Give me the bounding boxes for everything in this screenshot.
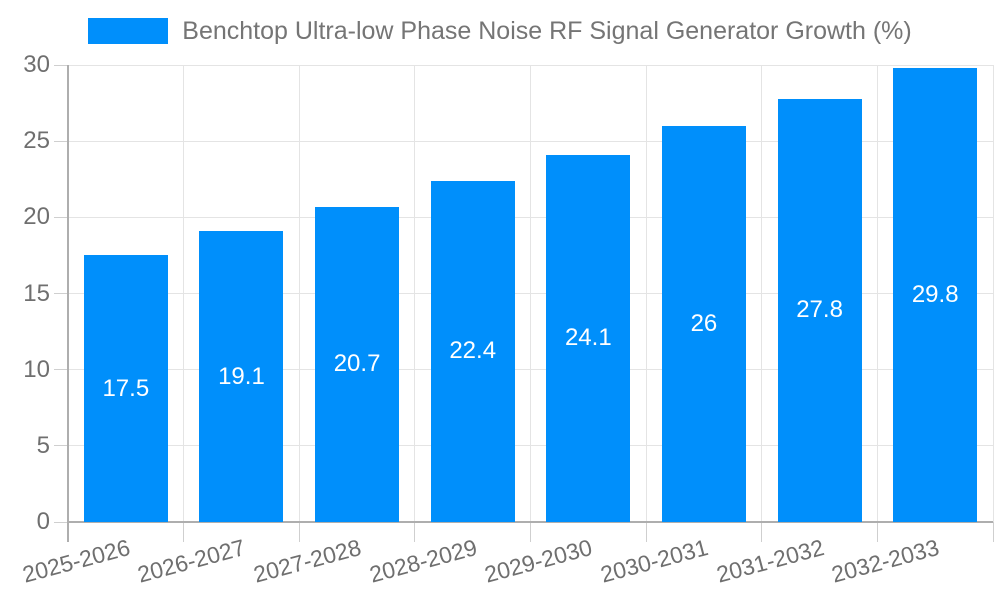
x-axis-tick <box>530 522 531 542</box>
gridline-vertical <box>414 65 416 522</box>
y-axis-line <box>67 65 69 542</box>
gridline-vertical <box>992 65 994 522</box>
y-axis-tick <box>54 216 68 218</box>
y-axis-tick-label: 30 <box>23 51 50 78</box>
x-axis-category-label: 2029-2030 <box>482 534 596 588</box>
bar[interactable] <box>546 154 631 522</box>
x-axis-tick <box>876 522 878 542</box>
bar[interactable] <box>199 231 284 522</box>
y-axis-tick <box>54 445 68 447</box>
x-axis-tick <box>183 522 185 542</box>
y-axis-tick-label: 15 <box>23 279 50 307</box>
gridline-vertical <box>761 65 763 522</box>
bar-value-label: 27.8 <box>796 296 843 324</box>
x-axis-category-label: 2025-2026 <box>19 534 133 588</box>
bar-value-label: 22.4 <box>449 337 497 365</box>
x-axis-category-label: 2028-2029 <box>366 534 480 588</box>
gridline-vertical <box>183 65 185 522</box>
x-axis-category-label: 2027-2028 <box>250 534 364 588</box>
bar[interactable] <box>661 125 746 522</box>
y-axis-tick-label: 0 <box>36 508 50 535</box>
legend: Benchtop Ultra-low Phase Noise RF Signal… <box>0 16 1000 46</box>
bar-value-label: 26 <box>690 309 718 337</box>
bar-value-label: 24.1 <box>564 324 612 352</box>
y-axis-tick <box>54 64 68 66</box>
bar[interactable] <box>893 68 978 522</box>
bar[interactable] <box>83 255 168 522</box>
bar[interactable] <box>315 206 400 522</box>
gridline-vertical <box>298 65 300 522</box>
bar-value-label: 17.5 <box>102 374 150 402</box>
x-axis-tick <box>298 522 300 542</box>
gridline-vertical <box>645 65 647 522</box>
bar-value-label: 19.1 <box>218 362 265 390</box>
x-axis-tick <box>761 522 763 542</box>
x-axis-tick <box>645 522 647 542</box>
y-axis-tick-label: 25 <box>23 127 50 155</box>
bar-value-label: 29.8 <box>911 281 959 309</box>
y-axis-tick-label: 10 <box>23 355 50 383</box>
x-axis-line <box>68 521 993 523</box>
x-axis-category-label: 2031-2032 <box>713 534 827 588</box>
bar[interactable] <box>777 98 862 522</box>
x-axis-category-label: 2026-2027 <box>135 534 249 588</box>
x-axis-tick <box>414 522 416 542</box>
gridline-vertical <box>530 65 531 522</box>
x-axis-category-label: 2030-2031 <box>597 534 711 588</box>
legend-swatch[interactable] <box>88 18 169 44</box>
y-axis-tick <box>54 369 68 371</box>
y-axis-tick-label: 20 <box>23 203 50 231</box>
gridline-vertical <box>876 65 878 522</box>
legend-label[interactable]: Benchtop Ultra-low Phase Noise RF Signal… <box>182 17 912 45</box>
y-axis-tick <box>54 521 68 523</box>
x-axis-tick <box>992 522 994 542</box>
bar-value-label: 20.7 <box>333 350 381 378</box>
y-axis-tick-label: 5 <box>36 431 50 459</box>
x-axis-category-label: 2032-2033 <box>828 534 942 588</box>
y-axis-tick <box>54 293 68 294</box>
y-axis-tick <box>54 140 68 142</box>
bar[interactable] <box>430 180 515 522</box>
